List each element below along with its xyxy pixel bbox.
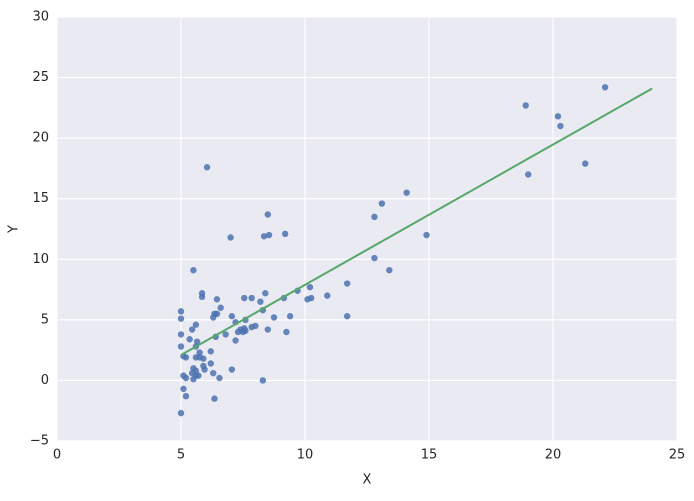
point xyxy=(308,294,315,302)
point xyxy=(371,254,378,262)
y-tick-label: 5 xyxy=(41,312,49,327)
point xyxy=(177,308,185,315)
point xyxy=(182,354,190,361)
point xyxy=(180,385,187,393)
x-tick-label: 10 xyxy=(297,448,314,463)
point xyxy=(306,283,314,291)
y-tick-label: 25 xyxy=(32,70,49,85)
point xyxy=(228,366,236,373)
point xyxy=(188,326,196,333)
point xyxy=(239,328,247,336)
point xyxy=(234,328,242,336)
point xyxy=(264,211,271,218)
point xyxy=(201,366,208,373)
point xyxy=(582,160,589,167)
point xyxy=(177,343,185,350)
y-axis-label: Y xyxy=(7,225,22,234)
point xyxy=(203,164,211,171)
point xyxy=(324,292,331,299)
point xyxy=(343,280,351,287)
point xyxy=(241,294,248,302)
point xyxy=(403,189,410,196)
point xyxy=(554,113,562,120)
point xyxy=(207,360,214,367)
point xyxy=(210,369,217,377)
point xyxy=(198,293,206,301)
point xyxy=(211,395,218,402)
point xyxy=(193,338,201,345)
point xyxy=(195,372,202,379)
point xyxy=(343,313,351,320)
point xyxy=(557,122,564,130)
point xyxy=(248,294,255,302)
point xyxy=(386,266,393,274)
point xyxy=(259,377,267,384)
point xyxy=(371,213,378,221)
x-tick-label: 20 xyxy=(545,448,562,463)
point xyxy=(216,374,223,382)
point xyxy=(222,331,229,338)
point xyxy=(190,266,197,274)
point xyxy=(227,234,234,241)
x-axis-label: X xyxy=(363,473,372,488)
point xyxy=(190,376,197,383)
point xyxy=(213,310,221,317)
point xyxy=(525,171,532,178)
point xyxy=(228,313,236,320)
point xyxy=(264,326,271,333)
x-tick-label: 15 xyxy=(421,448,438,463)
point xyxy=(186,336,193,343)
point xyxy=(423,231,430,239)
point xyxy=(182,392,190,400)
x-tick-label: 0 xyxy=(53,448,61,463)
point xyxy=(217,304,224,311)
plot-area xyxy=(57,17,677,441)
point xyxy=(252,322,259,330)
y-tick-label: 10 xyxy=(32,252,49,267)
point xyxy=(232,337,239,344)
point xyxy=(283,328,290,336)
y-tick-label: 15 xyxy=(32,191,49,206)
point xyxy=(286,313,294,320)
point xyxy=(265,231,273,239)
point xyxy=(270,314,278,321)
point xyxy=(522,102,529,109)
point xyxy=(177,409,185,417)
point xyxy=(601,84,609,91)
point xyxy=(192,321,200,328)
point xyxy=(196,349,203,356)
x-tick-label: 25 xyxy=(669,448,686,463)
regression-line xyxy=(180,87,653,356)
point xyxy=(378,200,386,207)
point xyxy=(260,233,268,240)
point xyxy=(177,315,185,322)
y-tick-label: 0 xyxy=(41,373,49,388)
point xyxy=(213,296,221,303)
point xyxy=(281,230,289,238)
point xyxy=(182,374,190,382)
point xyxy=(262,290,269,297)
x-tick-label: 5 xyxy=(177,448,185,463)
y-tick-label: −5 xyxy=(30,434,49,449)
y-tick-label: 20 xyxy=(32,131,49,146)
point xyxy=(257,298,264,305)
point xyxy=(207,348,214,355)
point xyxy=(200,355,207,362)
y-tick-label: 30 xyxy=(32,10,49,25)
point xyxy=(177,331,185,338)
